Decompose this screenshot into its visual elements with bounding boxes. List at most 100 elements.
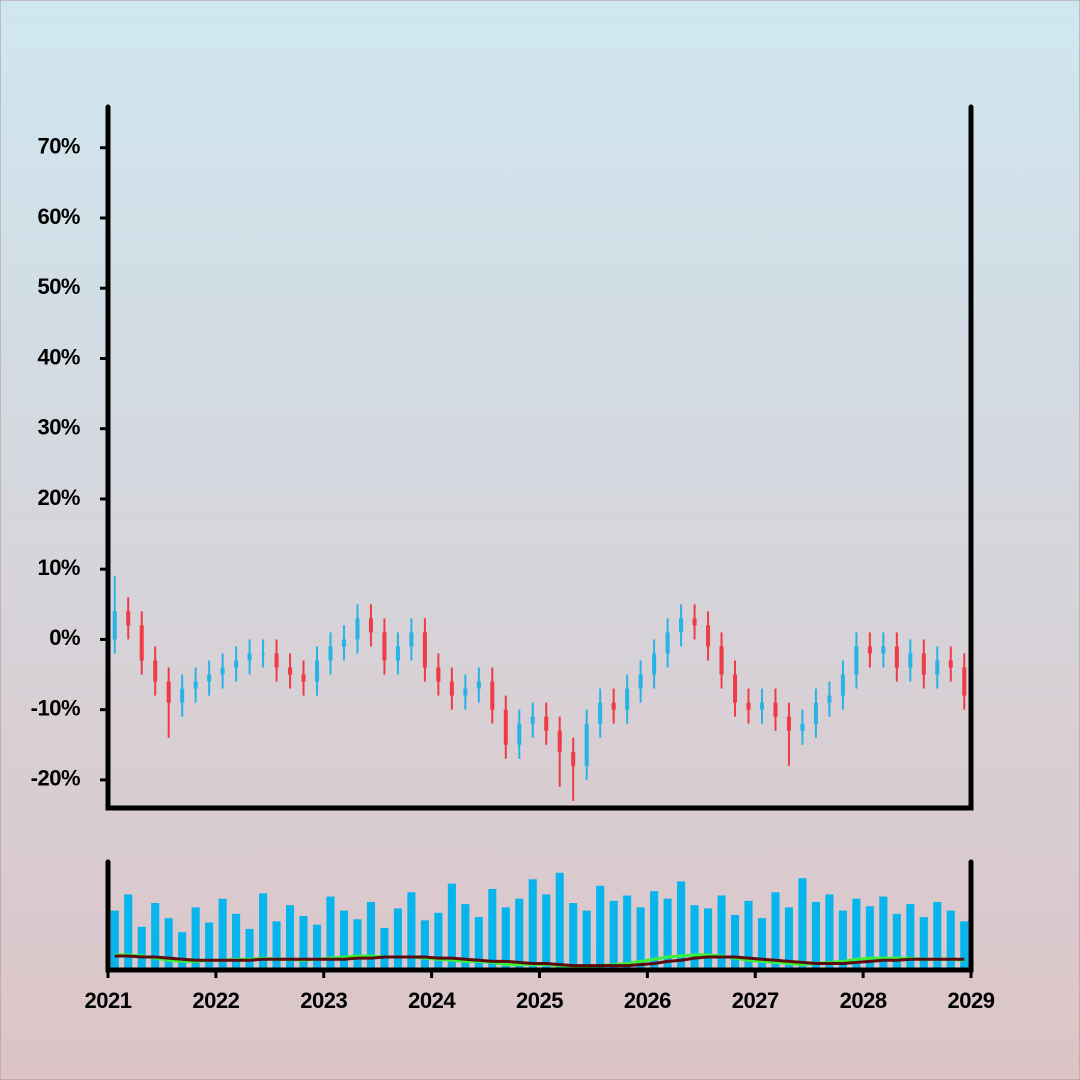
volume-bar [191, 907, 200, 970]
volume-bar [960, 921, 969, 970]
volume-bar [110, 910, 119, 970]
volume-bar [784, 907, 794, 970]
body [544, 716, 549, 731]
body [652, 653, 657, 675]
body [692, 618, 697, 626]
body [759, 702, 765, 710]
x-tick-label: 2021 [85, 988, 132, 1013]
volume-bar [892, 913, 901, 970]
volume-bar [393, 908, 402, 970]
volume-bar [757, 918, 767, 970]
volume-bar [933, 901, 942, 970]
body [382, 632, 387, 661]
body [706, 625, 711, 647]
body [436, 667, 441, 682]
volume-bar [744, 900, 753, 970]
volume-bar [852, 898, 861, 970]
main-frame [105, 104, 974, 811]
body [638, 674, 643, 689]
volume-bar [555, 872, 564, 970]
x-tick-label: 2024 [408, 988, 456, 1013]
volume-bar [919, 917, 928, 970]
volume-bar [569, 903, 578, 970]
volume-bar [838, 910, 847, 970]
volume-bar [771, 892, 780, 970]
body [881, 646, 886, 654]
volume-bar [339, 910, 349, 970]
body [813, 702, 818, 724]
body [234, 660, 239, 668]
body [153, 660, 158, 682]
x-tick-label: 2025 [516, 988, 563, 1013]
body [611, 702, 616, 710]
body [166, 681, 171, 703]
volume-bar [704, 908, 713, 970]
y-tick-label: 50% [37, 274, 80, 299]
volume-bar [663, 898, 672, 970]
body [935, 660, 940, 675]
body [395, 646, 400, 661]
body [328, 646, 333, 661]
y-tick-label: 30% [37, 415, 80, 440]
volume-bar [326, 896, 335, 970]
body [625, 688, 630, 710]
body [341, 639, 346, 647]
volume-bar [730, 914, 740, 970]
body [719, 646, 724, 675]
body [786, 716, 791, 731]
volume-bar [245, 928, 254, 970]
body [517, 723, 522, 745]
volume-bar [690, 905, 699, 970]
body [571, 751, 576, 766]
body [908, 653, 913, 668]
body [422, 632, 427, 668]
volume-bar [906, 904, 915, 970]
body [894, 646, 899, 668]
volume-bar [596, 885, 605, 970]
volume-bar [474, 917, 483, 970]
volume-bar [542, 894, 551, 970]
volume-bar [717, 895, 726, 970]
volume-bar [380, 927, 389, 970]
body [490, 681, 495, 710]
body [288, 667, 293, 675]
body [126, 611, 131, 626]
body [665, 632, 670, 654]
volume-bar [285, 905, 295, 970]
volume-bar [488, 889, 497, 970]
body [962, 667, 967, 696]
volume-bar [434, 912, 443, 970]
body [948, 660, 953, 668]
volume-bar [825, 894, 834, 970]
volume-bar [420, 920, 429, 970]
plot-layer [110, 576, 969, 970]
volume-bar [232, 913, 241, 970]
volume-bar [137, 926, 146, 970]
volume-bar [636, 907, 645, 970]
body [746, 702, 751, 710]
body [180, 688, 185, 703]
volume-bar [353, 919, 362, 970]
body [301, 674, 306, 682]
volume-bar [623, 895, 632, 970]
volume-bar [879, 896, 888, 970]
x-tick-label: 2026 [624, 988, 671, 1013]
body [274, 653, 279, 668]
body [598, 702, 603, 724]
volume-bar [582, 910, 591, 970]
body [409, 632, 414, 647]
y-tick-label: 40% [37, 344, 80, 369]
volume-bar [461, 904, 470, 970]
y-tick-label: 10% [37, 555, 80, 580]
body [800, 723, 805, 731]
body [679, 618, 684, 633]
body [355, 618, 360, 640]
moving-average [114, 954, 965, 968]
volume-bar [609, 900, 618, 970]
volume-bar [218, 898, 227, 970]
body [261, 653, 266, 655]
volume-bar [501, 907, 510, 970]
body [139, 625, 144, 661]
